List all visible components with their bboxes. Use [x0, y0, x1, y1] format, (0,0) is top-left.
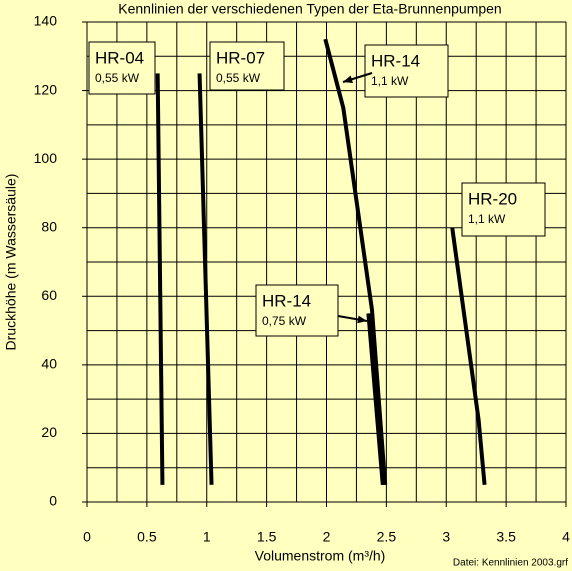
label-box [209, 41, 285, 91]
x-tick-label: 2.5 [377, 529, 397, 545]
x-axis-label: Volumenstrom (m³/h) [255, 548, 386, 564]
y-axis-label: Druckhöhe (m Wassersäule) [3, 174, 19, 351]
series-name: HR-07 [216, 48, 265, 67]
x-tick-label: 0.5 [137, 529, 157, 545]
x-tick-label: 0 [83, 529, 91, 545]
series-name: HR-04 [95, 48, 144, 67]
y-tick-label: 20 [41, 424, 57, 440]
series-power: 1,1 kW [371, 74, 409, 88]
series-power: 0,75 kW [262, 314, 307, 328]
y-tick-label: 140 [34, 13, 58, 29]
x-tick-label: 4 [562, 529, 570, 545]
arrow-head [343, 75, 353, 83]
y-tick-label: 60 [41, 287, 57, 303]
series-line [155, 73, 165, 485]
series-name: HR-20 [468, 189, 517, 208]
chart-title: Kennlinien der verschiedenen Typen der E… [118, 1, 501, 17]
footer: Datei: Kennlinien 2003.grf [453, 558, 568, 569]
series-line [366, 313, 385, 486]
series-power: 1,1 kW [468, 212, 506, 226]
series-line [323, 38, 388, 486]
series-name: HR-14 [262, 291, 311, 310]
series-name: HR-14 [371, 51, 420, 70]
label-box [461, 182, 546, 237]
x-tick-label: 3 [442, 529, 450, 545]
x-tick-label: 3.5 [496, 529, 516, 545]
y-tick-label: 120 [34, 81, 58, 97]
x-tick-label: 1 [203, 529, 211, 545]
x-tick-label: 2 [323, 529, 331, 545]
label-box [364, 44, 449, 98]
series-line [197, 73, 214, 485]
y-tick-label: 80 [41, 218, 57, 234]
label-box [88, 41, 156, 95]
y-tick-label: 0 [49, 493, 57, 509]
series-power: 0,55 kW [95, 71, 140, 85]
series-power: 0,55 kW [216, 71, 261, 85]
y-tick-label: 100 [34, 150, 58, 166]
y-tick-label: 40 [41, 356, 57, 372]
arrow-head [357, 315, 367, 324]
label-box [255, 284, 339, 337]
series-line [450, 227, 487, 486]
x-tick-label: 1.5 [257, 529, 277, 545]
